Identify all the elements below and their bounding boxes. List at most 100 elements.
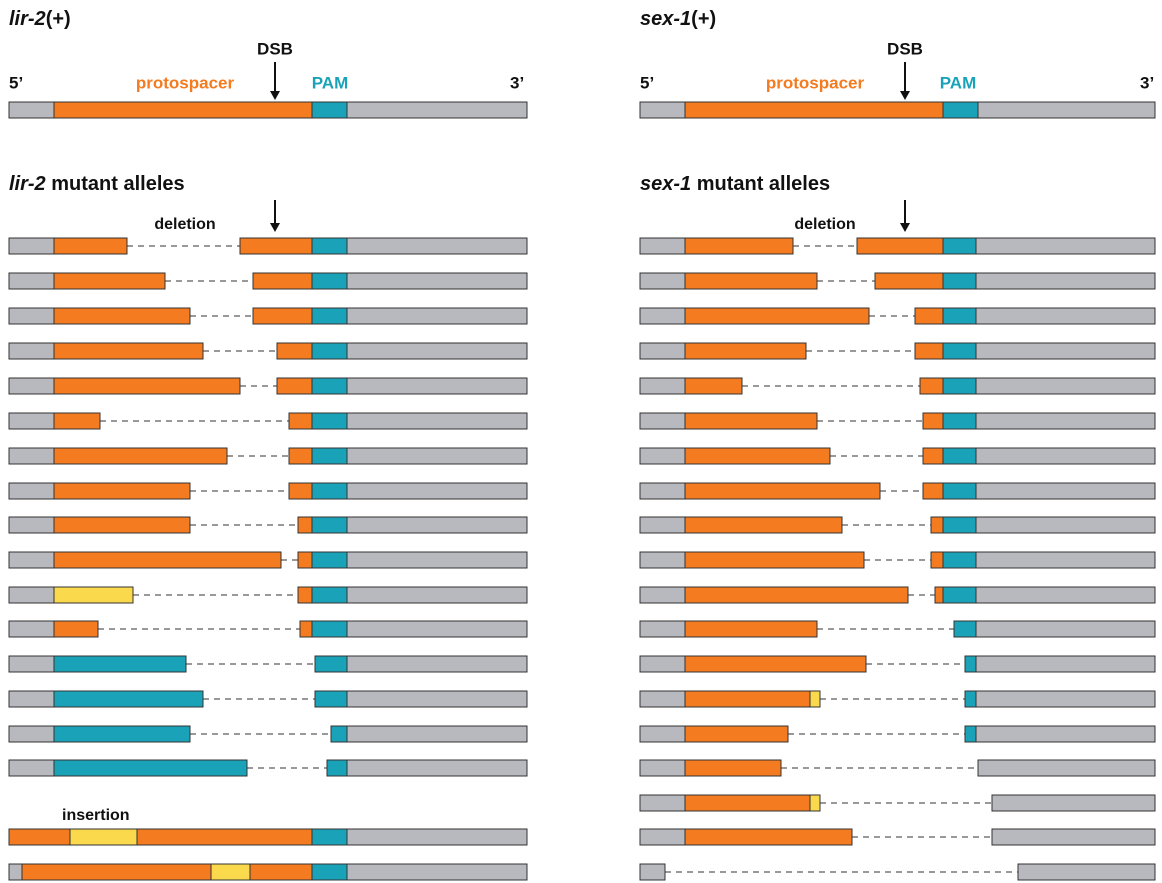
suffix: mutant alleles: [51, 173, 184, 195]
segment: [8, 272, 55, 290]
pam-label: PAM: [940, 73, 977, 92]
segment: [252, 272, 313, 290]
segment: [21, 863, 212, 881]
segment: [809, 794, 821, 812]
segment: [975, 725, 1156, 743]
segment: [346, 307, 528, 325]
segment: [639, 101, 686, 119]
segment: [53, 412, 101, 430]
segment: [809, 690, 821, 708]
segment: [311, 551, 348, 569]
segment: [922, 447, 944, 465]
segment: [288, 447, 313, 465]
segment: [684, 620, 818, 638]
segment: [684, 690, 811, 708]
segment: [346, 482, 528, 500]
segment: [942, 412, 977, 430]
segment: [311, 307, 348, 325]
segment: [975, 307, 1156, 325]
segment: [53, 342, 204, 360]
deletion-label: deletion: [794, 216, 855, 233]
segment: [975, 551, 1156, 569]
protospacer-label: protospacer: [766, 73, 865, 92]
segment: [326, 759, 348, 777]
segment: [930, 516, 944, 534]
segment: [346, 759, 528, 777]
segment: [239, 237, 313, 255]
five-prime: 5’: [9, 73, 23, 92]
mutants-title: lir-2 mutant alleles: [9, 173, 185, 195]
segment: [288, 412, 313, 430]
segment: [311, 482, 348, 500]
segment: [639, 655, 686, 673]
deletion-label: deletion: [154, 216, 215, 233]
arrow-head: [900, 91, 910, 100]
insertion-label: insertion: [62, 807, 130, 824]
segment: [311, 237, 348, 255]
suffix: (+): [46, 8, 71, 30]
three-prime: 3’: [510, 73, 524, 92]
segment: [346, 516, 528, 534]
segment: [8, 828, 71, 846]
segment: [975, 342, 1156, 360]
segment: [975, 272, 1156, 290]
segment: [684, 412, 818, 430]
segment: [53, 586, 134, 604]
arrow-head: [270, 91, 280, 100]
segment: [942, 272, 977, 290]
segment: [8, 237, 55, 255]
segment: [975, 412, 1156, 430]
segment: [942, 342, 977, 360]
segment: [53, 307, 191, 325]
segment: [53, 516, 191, 534]
segment: [1017, 863, 1156, 881]
segment: [311, 412, 348, 430]
segment: [942, 307, 977, 325]
segment: [684, 551, 865, 569]
segment: [684, 725, 789, 743]
segment: [297, 551, 313, 569]
segment: [684, 655, 867, 673]
segment: [942, 482, 977, 500]
segment: [930, 551, 944, 569]
segment: [639, 794, 686, 812]
segment: [346, 863, 528, 881]
gene: lir-2: [9, 173, 46, 195]
segment: [8, 759, 55, 777]
segment: [276, 377, 313, 395]
segment: [311, 586, 348, 604]
segment: [639, 412, 686, 430]
segment: [684, 101, 944, 119]
segment: [975, 690, 1156, 708]
segment: [684, 272, 818, 290]
segment: [684, 447, 831, 465]
pam-label: PAM: [312, 73, 349, 92]
segment: [919, 377, 944, 395]
segment: [8, 342, 55, 360]
segment: [8, 586, 55, 604]
segment: [346, 272, 528, 290]
gene: sex-1: [640, 8, 691, 30]
segment: [53, 620, 99, 638]
segment: [975, 620, 1156, 638]
segment: [975, 237, 1156, 255]
segment: [922, 482, 944, 500]
segment: [346, 101, 528, 119]
segment: [914, 342, 944, 360]
segment: [53, 237, 128, 255]
segment: [942, 551, 977, 569]
segment: [684, 307, 870, 325]
segment: [53, 447, 228, 465]
segment: [8, 101, 55, 119]
segment: [53, 101, 313, 119]
segment: [311, 342, 348, 360]
segment: [311, 828, 348, 846]
five-prime: 5’: [640, 73, 654, 92]
segment: [639, 342, 686, 360]
segment: [299, 620, 313, 638]
segment: [856, 237, 944, 255]
segment: [975, 516, 1156, 534]
segment: [975, 586, 1156, 604]
segment: [942, 237, 977, 255]
segment: [53, 725, 191, 743]
